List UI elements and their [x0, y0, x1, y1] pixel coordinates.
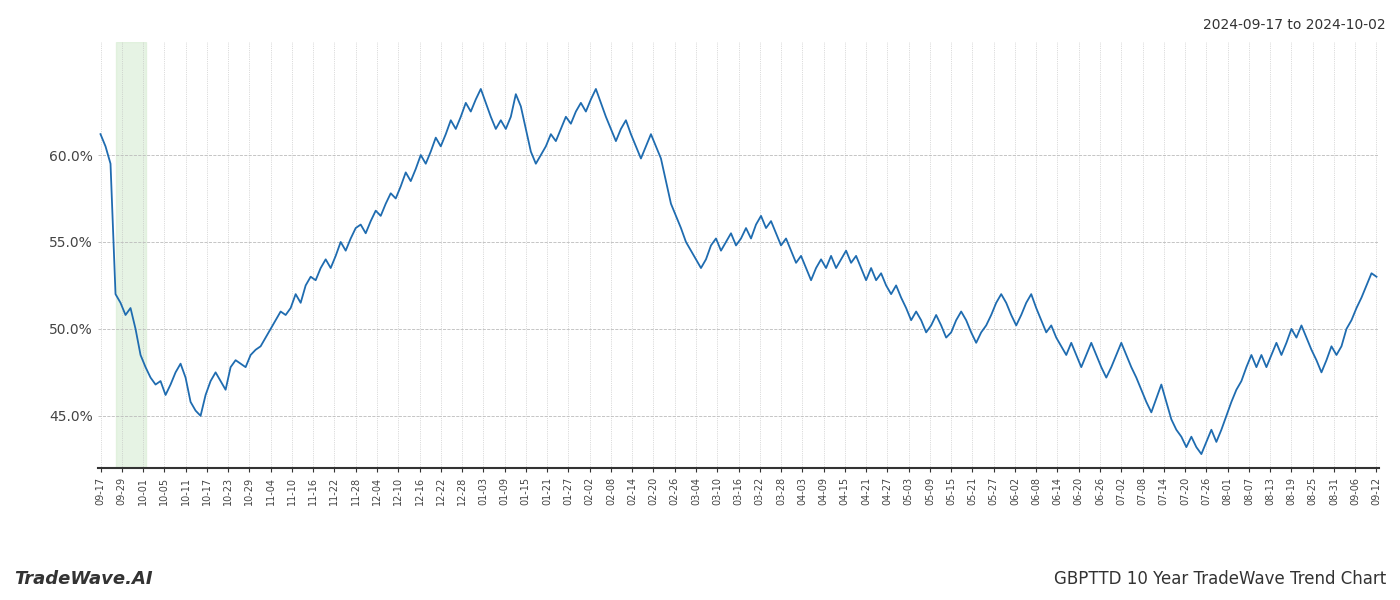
Text: TradeWave.AI: TradeWave.AI [14, 570, 153, 588]
Text: GBPTTD 10 Year TradeWave Trend Chart: GBPTTD 10 Year TradeWave Trend Chart [1054, 570, 1386, 588]
Bar [116, 42, 146, 468]
Text: 2024-09-17 to 2024-10-02: 2024-09-17 to 2024-10-02 [1204, 18, 1386, 32]
